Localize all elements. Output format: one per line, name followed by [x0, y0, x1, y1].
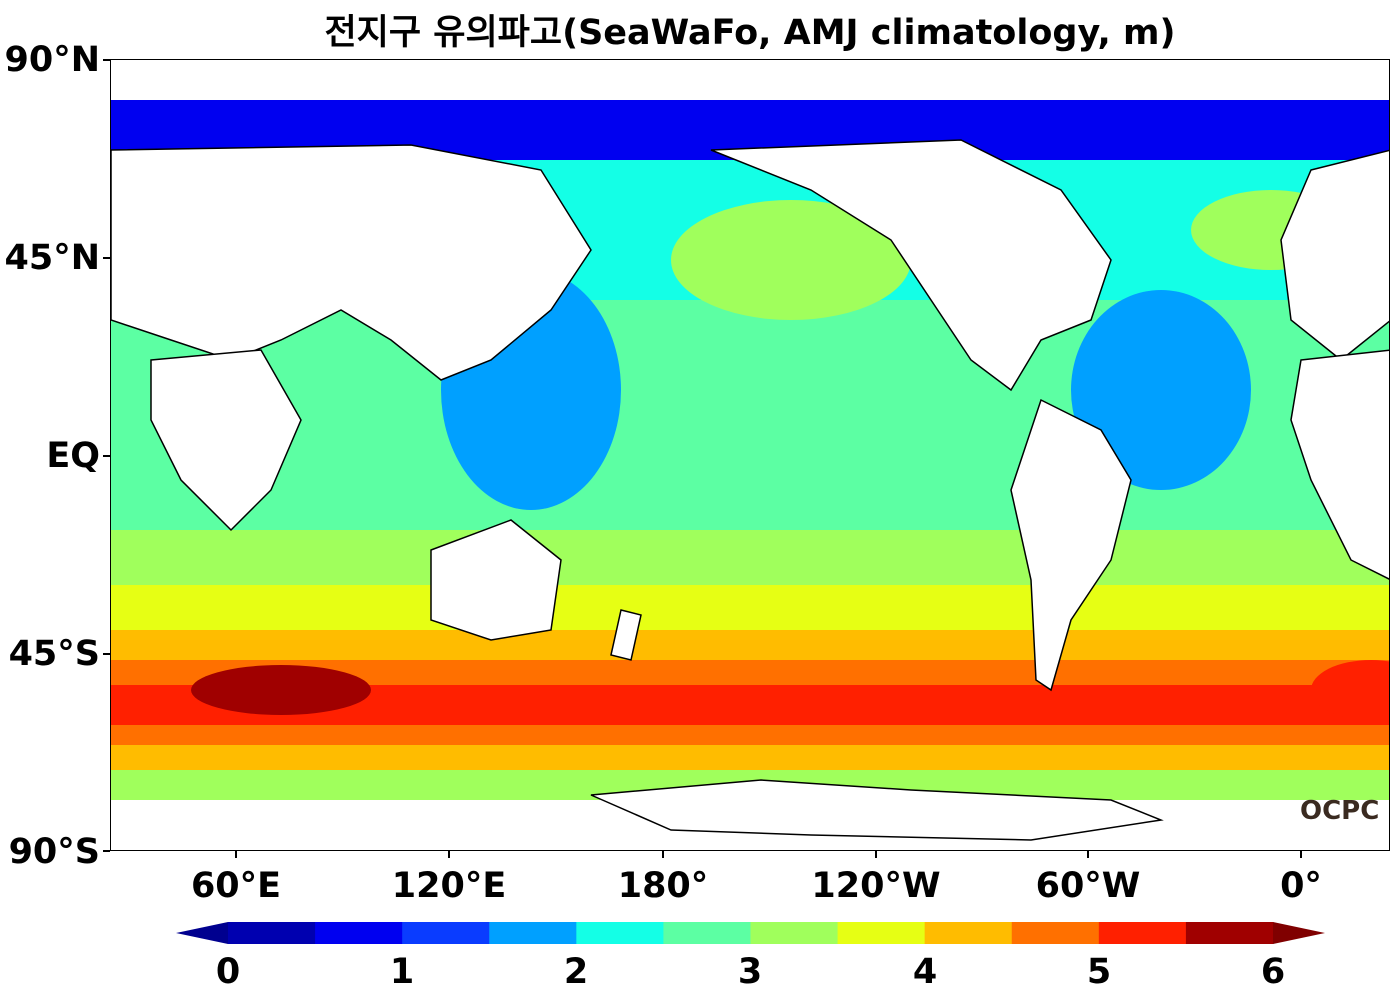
- colorbar-segment: [228, 922, 316, 944]
- colorbar-label: 2: [563, 952, 589, 992]
- north-america-landmass: [710, 139, 1112, 392]
- colorbar-segment: [1098, 922, 1187, 944]
- x-label-60e: 60°E: [190, 866, 282, 906]
- ocpc-logo: OCPC: [1300, 796, 1380, 826]
- atlantic-zone: [1071, 290, 1251, 490]
- band-3-5: [111, 530, 1389, 585]
- x-tick: [662, 851, 664, 858]
- y-label-eq: EQ: [46, 436, 100, 476]
- colorbar-label: 5: [1086, 952, 1112, 992]
- x-tick: [235, 851, 237, 858]
- band-4-5-south: [111, 745, 1389, 770]
- colorbar-segment: [837, 922, 926, 944]
- y-tick: [103, 653, 110, 655]
- y-label-90n: 90°N: [4, 40, 101, 80]
- band-4-5: [111, 630, 1389, 660]
- y-tick: [103, 257, 110, 259]
- colorbar-segment: [663, 922, 751, 944]
- north-pacific-high: [671, 200, 911, 320]
- colorbar-over-arrow: [1273, 922, 1325, 944]
- colorbar-label: 4: [912, 952, 938, 992]
- x-label-120e: 120°E: [391, 866, 507, 906]
- south-atlantic-max: [1311, 660, 1389, 720]
- x-label-0: 0°: [1280, 866, 1322, 906]
- australia-landmass: [430, 519, 562, 641]
- colorbar-under-arrow: [176, 922, 228, 944]
- map-title: 전지구 유의파고(SeaWaFo, AMJ climatology, m): [324, 13, 1176, 53]
- south-america-landmass: [1010, 398, 1132, 692]
- x-tick: [875, 851, 877, 858]
- y-tick: [103, 59, 110, 61]
- colorbar-segment: [402, 922, 490, 944]
- new-zealand-landmass: [610, 609, 642, 661]
- x-tick: [1300, 851, 1302, 858]
- colorbar-segment: [576, 922, 664, 944]
- wave-height-map: [110, 59, 1390, 851]
- colorbar-label: 0: [215, 952, 241, 992]
- antarctica-landmass: [590, 779, 1164, 841]
- band-5-south: [111, 725, 1389, 745]
- eurasia-landmass: [111, 144, 592, 381]
- y-tick: [103, 455, 110, 457]
- x-label-180: 180°: [617, 866, 709, 906]
- y-label-45s: 45°S: [8, 634, 100, 674]
- x-tick: [1087, 851, 1089, 858]
- y-tick: [103, 850, 110, 852]
- colorbar-segment: [1185, 922, 1274, 944]
- map-canvas: [111, 100, 1389, 850]
- colorbar-segment: [315, 922, 403, 944]
- colorbar-segment: [489, 922, 577, 944]
- x-tick: [448, 851, 450, 858]
- africa-west-landmass: [1290, 349, 1389, 580]
- colorbar-segment: [1011, 922, 1100, 944]
- colorbar-segment: [924, 922, 1013, 944]
- y-label-90s: 90°S: [8, 832, 100, 872]
- colorbar-label: 3: [737, 952, 763, 992]
- colorbar-segment: [750, 922, 839, 944]
- africa-east-landmass: [150, 349, 302, 532]
- colorbar-label: 1: [389, 952, 415, 992]
- southern-ocean-max: [191, 665, 371, 715]
- x-label-120w: 120°W: [811, 866, 941, 906]
- y-label-45n: 45°N: [4, 238, 101, 278]
- band-4: [111, 585, 1389, 630]
- x-label-60w: 60°W: [1035, 866, 1141, 906]
- colorbar-label: 6: [1260, 952, 1286, 992]
